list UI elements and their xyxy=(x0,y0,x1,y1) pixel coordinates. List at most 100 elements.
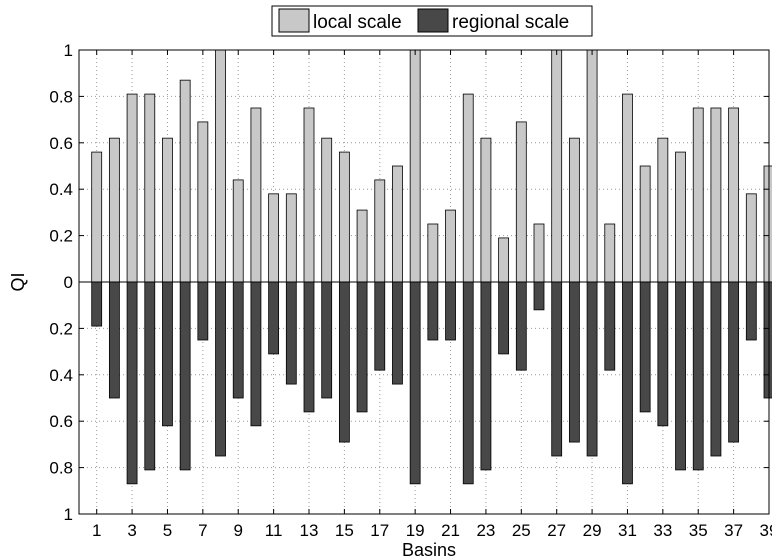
bar-regional-scale-30 xyxy=(604,281,616,371)
bar-local-scale-36 xyxy=(710,107,722,283)
bar-regional-scale-34 xyxy=(675,281,686,471)
bar-local-scale-7 xyxy=(197,121,209,283)
x-tick-label: 23 xyxy=(476,521,495,540)
bar-regional-scale-33 xyxy=(657,281,669,427)
y-tick-label: 0.8 xyxy=(49,459,73,478)
x-tick-label: 17 xyxy=(370,521,389,540)
bar-regional-scale-15 xyxy=(338,281,350,443)
bar-regional-scale-22 xyxy=(462,281,474,485)
bar-local-scale-13 xyxy=(303,107,315,283)
bar-local-scale-12 xyxy=(285,193,297,283)
bar-local-scale-23 xyxy=(480,137,492,283)
y-tick-label: 0.6 xyxy=(49,134,73,153)
x-tick-label: 35 xyxy=(689,521,708,540)
bar-regional-scale-7 xyxy=(197,281,209,341)
bar-regional-scale-39 xyxy=(763,281,772,399)
bar-local-scale-6 xyxy=(179,79,191,283)
bar-local-scale-26 xyxy=(533,223,545,283)
x-tick-label: 39 xyxy=(760,521,772,540)
legend-label-local-scale: local scale xyxy=(313,12,402,33)
y-tick-label: 0 xyxy=(64,273,73,292)
bar-local-scale-5 xyxy=(162,137,173,283)
bar-regional-scale-13 xyxy=(303,281,315,413)
y-tick-label: 1 xyxy=(64,41,73,60)
bar-regional-scale-18 xyxy=(392,281,403,385)
x-tick-label: 19 xyxy=(406,521,425,540)
x-tick-label: 15 xyxy=(335,521,354,540)
x-tick-label: 37 xyxy=(724,521,743,540)
bar-regional-scale-17 xyxy=(374,281,386,371)
bar-regional-scale-2 xyxy=(108,281,120,399)
y-tick-label: 0.8 xyxy=(49,87,73,106)
bar-regional-scale-32 xyxy=(639,281,651,413)
x-tick-label: 1 xyxy=(92,521,101,540)
bar-local-scale-27 xyxy=(551,49,563,283)
legend-swatch-regional-scale xyxy=(417,8,449,33)
y-tick-label: 0.4 xyxy=(49,366,73,385)
y-tick-label: 0.2 xyxy=(49,319,73,338)
bar-regional-scale-20 xyxy=(427,281,439,341)
bar-regional-scale-28 xyxy=(568,281,580,443)
bar-regional-scale-36 xyxy=(710,281,722,457)
bar-local-scale-34 xyxy=(675,151,686,283)
bar-regional-scale-11 xyxy=(268,281,280,355)
bar-regional-scale-21 xyxy=(445,281,456,341)
x-tick-label: 21 xyxy=(441,521,460,540)
bar-local-scale-30 xyxy=(604,223,616,283)
bar-local-scale-21 xyxy=(445,209,456,283)
bar-local-scale-20 xyxy=(427,223,439,283)
bar-local-scale-14 xyxy=(321,137,333,283)
x-tick-label: 25 xyxy=(512,521,531,540)
x-tick-label: 11 xyxy=(265,521,283,540)
bar-local-scale-24 xyxy=(498,237,510,283)
bar-local-scale-28 xyxy=(568,137,580,283)
x-tick-labels: 13579111315171921232527293133353739 xyxy=(92,50,772,540)
bar-local-scale-15 xyxy=(338,151,350,283)
bars-group xyxy=(91,49,772,485)
x-tick-label: 27 xyxy=(547,521,566,540)
bar-local-scale-37 xyxy=(728,107,740,283)
bar-local-scale-39 xyxy=(763,165,772,283)
bar-regional-scale-31 xyxy=(622,281,633,485)
x-tick-label: 33 xyxy=(653,521,672,540)
bar-local-scale-31 xyxy=(622,93,633,283)
x-tick-label: 29 xyxy=(583,521,602,540)
x-tick-label: 5 xyxy=(163,521,172,540)
bar-local-scale-17 xyxy=(374,179,386,283)
bar-regional-scale-3 xyxy=(126,281,138,485)
bar-regional-scale-23 xyxy=(480,281,492,471)
y-tick-label: 0.2 xyxy=(49,227,73,246)
bar-local-scale-35 xyxy=(692,107,704,283)
bar-local-scale-10 xyxy=(250,107,262,283)
legend-label-regional-scale: regional scale xyxy=(452,12,569,33)
y-tick-label: 0.4 xyxy=(49,180,73,199)
bar-regional-scale-12 xyxy=(285,281,297,385)
bar-regional-scale-9 xyxy=(232,281,244,399)
bar-regional-scale-26 xyxy=(533,281,545,311)
y-tick-label: 0.6 xyxy=(49,412,73,431)
bar-regional-scale-35 xyxy=(692,281,704,471)
bar-regional-scale-1 xyxy=(91,281,103,327)
x-tick-label: 7 xyxy=(198,521,207,540)
y-tick-label: 1 xyxy=(64,505,73,524)
bar-regional-scale-14 xyxy=(321,281,333,399)
bar-regional-scale-8 xyxy=(215,281,226,457)
legend-swatch-local-scale xyxy=(278,8,310,33)
bar-regional-scale-24 xyxy=(498,281,510,355)
bar-regional-scale-27 xyxy=(551,281,563,457)
x-axis-label: Basins xyxy=(402,540,456,559)
bar-local-scale-4 xyxy=(144,93,156,283)
bar-local-scale-8 xyxy=(215,49,226,283)
bar-local-scale-25 xyxy=(515,121,527,283)
bar-regional-scale-10 xyxy=(250,281,262,427)
bar-regional-scale-16 xyxy=(356,281,368,413)
bar-local-scale-18 xyxy=(392,165,403,283)
legend: local scale regional scale xyxy=(271,5,593,37)
bar-local-scale-2 xyxy=(108,137,120,283)
x-tick-label: 9 xyxy=(233,521,242,540)
bar-local-scale-19 xyxy=(409,49,421,283)
bar-regional-scale-25 xyxy=(515,281,527,371)
bar-local-scale-3 xyxy=(126,93,138,283)
bar-local-scale-11 xyxy=(268,193,280,283)
